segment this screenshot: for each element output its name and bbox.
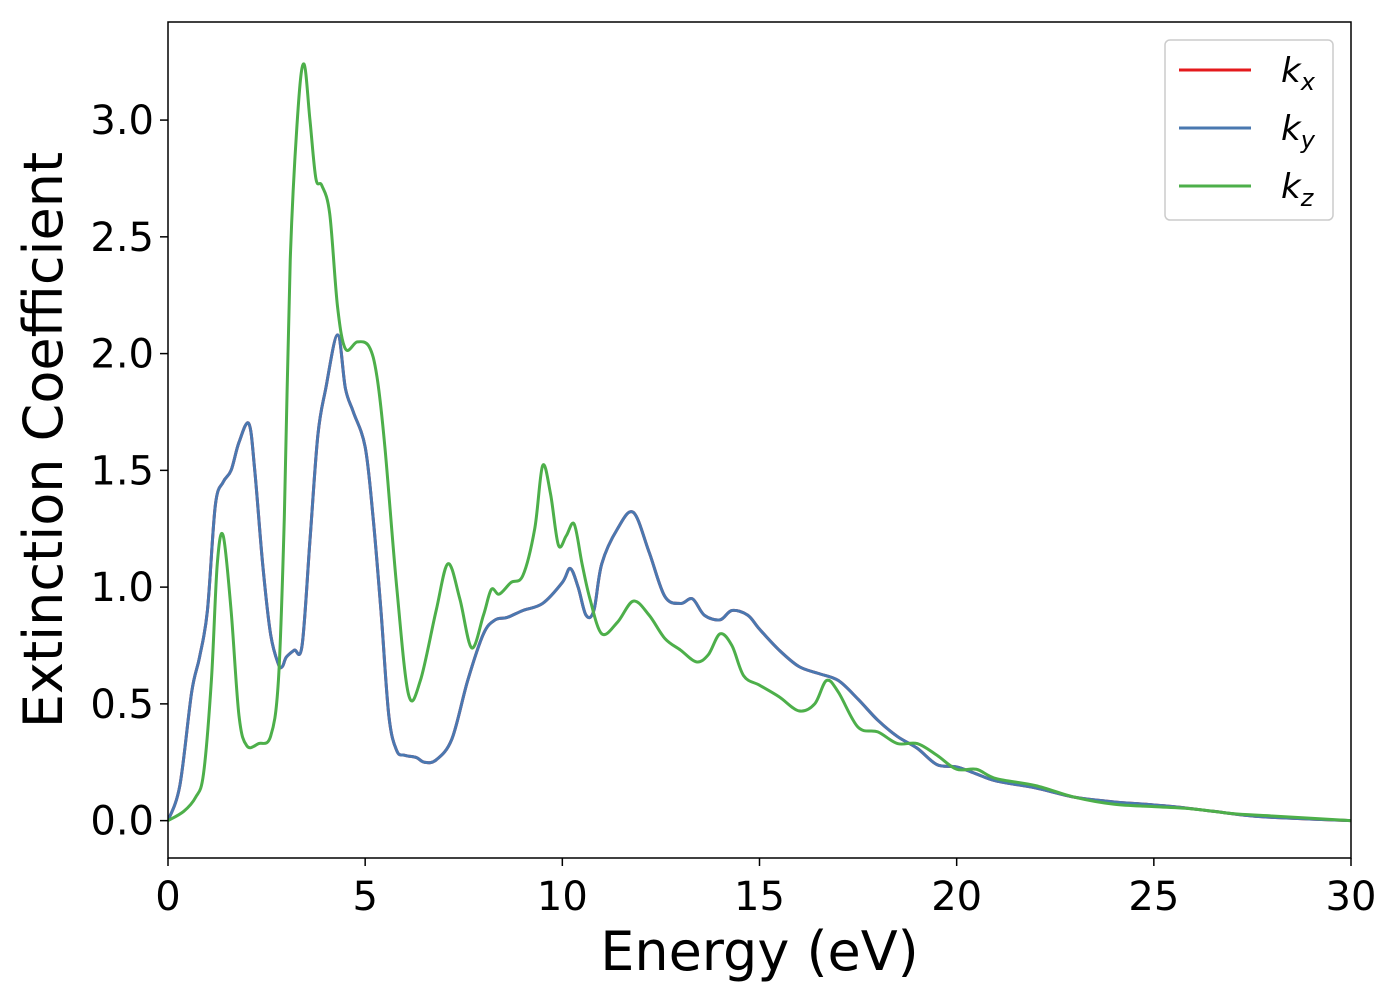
x-axis-title: Energy (eV): [600, 920, 919, 983]
y-axis-title: Extinction Coefficient: [12, 152, 75, 728]
x-axis-ticks: 0 5 10 15 20 25 30: [155, 858, 1376, 920]
legend-label-x: kx: [1281, 51, 1316, 96]
x-tick-label: 15: [734, 874, 785, 920]
legend-label-base: k: [1281, 51, 1302, 91]
x-tick-label: 30: [1326, 874, 1377, 920]
y-tick-label: 1.0: [90, 565, 154, 611]
legend-label-subscript: z: [1300, 184, 1315, 212]
x-tick-label: 20: [931, 874, 982, 920]
series-line-x: [168, 333, 1351, 823]
x-tick-label: 5: [352, 874, 377, 920]
series-layer: [168, 62, 1351, 823]
series-line-z: [168, 62, 1351, 823]
x-tick-label: 10: [537, 874, 588, 920]
legend-label-subscript: y: [1300, 126, 1316, 154]
series-line-y: [168, 333, 1351, 823]
y-tick-label: 1.5: [90, 448, 154, 494]
legend-label-base: k: [1281, 167, 1302, 207]
y-axis-ticks: 0.0 0.5 1.0 1.5 2.0 2.5 3.0: [90, 98, 168, 845]
legend-frame: [1164, 39, 1334, 221]
legend-label-subscript: x: [1300, 68, 1316, 96]
y-tick-label: 2.0: [90, 332, 154, 378]
y-tick-label: 2.5: [90, 215, 154, 261]
y-tick-label: 0.0: [90, 799, 154, 845]
y-tick-label: 0.5: [90, 682, 154, 728]
x-tick-label: 25: [1128, 874, 1179, 920]
y-tick-label: 3.0: [90, 98, 154, 144]
legend-label-base: k: [1281, 109, 1302, 149]
x-tick-label: 0: [155, 874, 180, 920]
legend-label-y: ky: [1281, 109, 1316, 154]
legend-label-z: kz: [1281, 167, 1315, 212]
